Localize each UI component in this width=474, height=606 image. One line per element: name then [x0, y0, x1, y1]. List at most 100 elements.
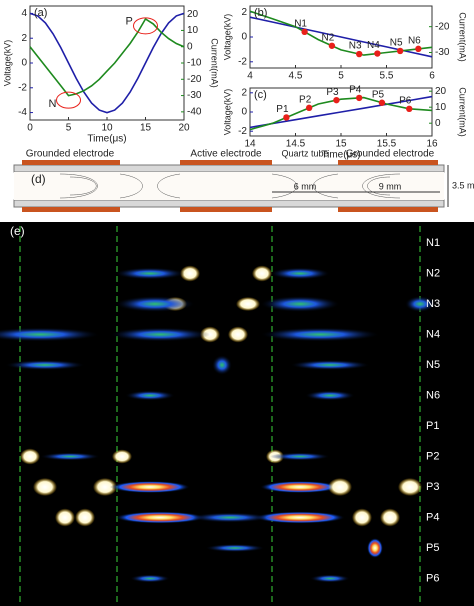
x-tick-label: 10	[101, 123, 113, 134]
x-tick-label: 6	[429, 71, 435, 82]
y-tick-label: -2	[238, 126, 247, 137]
marker-label: P4	[349, 85, 362, 96]
dimension-label: 9 mm	[379, 181, 402, 191]
y2-tick-label: -30	[187, 90, 202, 101]
marker-label: P5	[372, 89, 385, 100]
discharge-glow	[212, 355, 232, 375]
discharge-glow	[328, 478, 352, 496]
y-tick-label: -2	[238, 56, 247, 67]
discharge-glow	[93, 478, 117, 496]
y-axis-label: Voltage(kV)	[222, 89, 232, 136]
y-tick-label: -2	[18, 82, 27, 93]
y-tick-label: 2	[241, 87, 247, 98]
marker	[328, 42, 336, 49]
x-tick-label: 20	[178, 123, 190, 134]
x-tick-label: 5.5	[380, 71, 394, 82]
row-label: N6	[426, 389, 440, 401]
annotation: N	[49, 98, 57, 110]
row-label: P3	[426, 481, 439, 493]
x-tick-label: 15	[335, 139, 347, 150]
annotation: P	[126, 16, 133, 28]
y2-tick-label: -10	[187, 58, 202, 69]
discharge-glow	[125, 390, 175, 401]
tube-bore	[14, 172, 444, 200]
marker-label: P6	[399, 95, 412, 106]
annotation-circle	[56, 91, 81, 109]
marker-label: N5	[390, 38, 403, 49]
series-line	[29, 12, 185, 114]
discharge-glow	[405, 296, 435, 312]
y2-tick-label: -30	[435, 47, 450, 58]
y2-axis-label: Current(mA)	[458, 12, 468, 62]
marker	[374, 50, 381, 57]
y2-tick-label: 10	[187, 25, 199, 36]
panel-label: (b)	[254, 7, 267, 19]
row-label: P1	[426, 420, 439, 432]
discharge-glow	[5, 360, 85, 370]
dimension-label: 3.5 mm	[452, 180, 474, 190]
panel-label: (e)	[10, 224, 25, 238]
panel-d: (d) Grounded electrode Active electrode …	[13, 148, 474, 212]
panel-e: (e) N1 N2 N3 N4 N5 N6 P1 P2 P3 P4 P5 P6	[0, 222, 474, 606]
y2-tick-label: 20	[187, 9, 199, 20]
discharge-glow	[190, 512, 270, 523]
marker-label: P2	[299, 94, 312, 105]
row-label: P2	[426, 450, 439, 462]
y2-tick-label: 0	[435, 118, 441, 129]
discharge-glow	[310, 574, 350, 583]
row-label: N2	[426, 267, 440, 279]
discharge-glow	[236, 297, 260, 311]
discharge-glow	[110, 481, 190, 493]
y-tick-label: 2	[241, 7, 247, 18]
electrode	[180, 207, 272, 212]
x-tick-label: 4	[247, 71, 253, 82]
image-background	[0, 222, 474, 606]
panel-label: (d)	[31, 172, 46, 186]
chart: 0 5 10 15 20-4-2024-40-30-20-1001020(a)Time(…	[2, 5, 220, 145]
x-tick-label: 5	[66, 123, 72, 134]
y-tick-label: 4	[21, 8, 27, 19]
discharge-glow	[260, 327, 380, 342]
marker	[301, 28, 308, 36]
electrode	[338, 160, 438, 165]
marker-label: P3	[326, 87, 339, 98]
row-label: P4	[426, 511, 439, 523]
x-tick-label: 15.5	[377, 139, 397, 150]
discharge-glow	[260, 481, 340, 493]
x-tick-label: 0	[27, 123, 33, 134]
marker	[415, 45, 422, 53]
discharge-glow	[205, 544, 265, 552]
marker	[356, 50, 363, 58]
discharge-glow	[20, 448, 40, 465]
marker-label: N4	[367, 40, 380, 51]
marker-label: N2	[322, 32, 335, 43]
annotation-circle	[133, 17, 158, 35]
marker	[406, 105, 413, 113]
panel-label: (c)	[254, 89, 267, 101]
discharge-glow	[367, 538, 383, 558]
series-line	[29, 17, 185, 97]
x-tick-label: 16	[426, 139, 438, 150]
y2-tick-label: -20	[187, 74, 202, 85]
series-line	[249, 96, 433, 131]
y2-tick-label: -40	[187, 106, 202, 117]
marker	[356, 94, 363, 102]
series-line	[249, 95, 433, 129]
electrode-label: Grounded electrode	[26, 149, 115, 160]
series-line	[249, 10, 433, 56]
discharge-glow	[270, 452, 330, 461]
marker	[333, 96, 340, 104]
x-tick-label: 5	[338, 71, 344, 82]
discharge-glow	[305, 390, 355, 401]
y2-axis-label: Current(mA)	[210, 38, 220, 88]
discharge-glow	[260, 296, 340, 312]
marker	[283, 114, 290, 121]
discharge-glow	[380, 508, 400, 527]
discharge-glow	[352, 508, 372, 527]
discharge-glow	[180, 265, 200, 282]
discharge-glow	[115, 267, 185, 280]
x-tick-label: 14	[244, 139, 256, 150]
electrode	[22, 207, 120, 212]
